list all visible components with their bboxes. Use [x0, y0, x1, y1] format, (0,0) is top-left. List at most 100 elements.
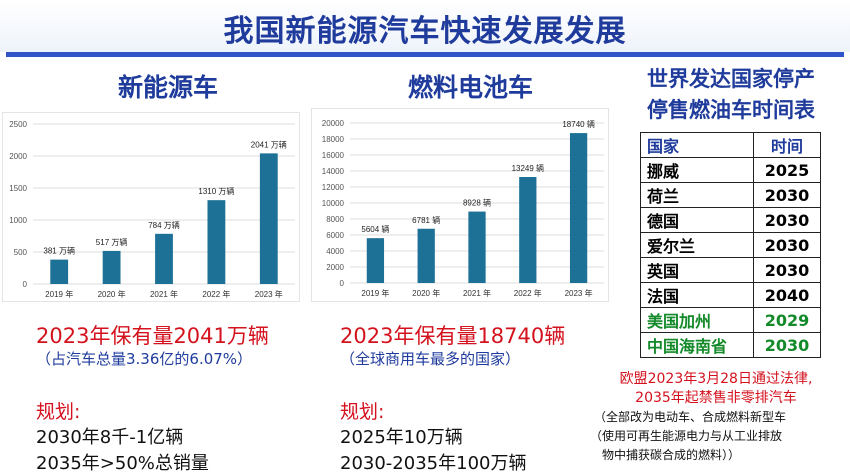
year-cell: 2030 [753, 232, 821, 258]
year-cell: 2030 [753, 332, 821, 358]
bar [259, 153, 278, 284]
country-cell: 荷兰 [640, 182, 754, 208]
bar [207, 200, 226, 284]
bar [519, 177, 537, 283]
year-cell: 2030 [753, 257, 821, 283]
table-row-highlight: 中国海南省 2030 [640, 332, 821, 358]
year-cell: 2029 [753, 307, 821, 333]
y-tick-label: 6000 [326, 231, 344, 240]
data-label: 5604 辆 [361, 224, 389, 234]
y-tick-label: 500 [14, 248, 28, 257]
y-tick-label: 4000 [326, 247, 344, 256]
y-tick-label: 14000 [322, 167, 345, 176]
y-tick-label: 0 [23, 280, 28, 289]
eu-note: （全部改为电动车、合成燃料新型车 （使用可再生能源电力与从工业排放 物中捕获碳合… [590, 408, 848, 465]
eu-note-line-2: （使用可再生能源电力与从工业排放 [590, 429, 783, 443]
data-label: 6781 辆 [412, 215, 440, 225]
bar [50, 259, 69, 284]
y-tick-label: 0 [340, 279, 345, 288]
year-cell: 2025 [753, 157, 821, 183]
table-row: 挪威 2025 [640, 157, 821, 183]
table-row: 荷兰 2030 [640, 182, 821, 208]
fcv-plan-2: 2030-2035年100万辆 [340, 453, 527, 474]
y-tick-label: 16000 [322, 151, 345, 160]
x-tick-label: 2019 年 [45, 289, 73, 299]
x-tick-label: 2020 年 [98, 289, 126, 299]
world-title-line-1: 世界发达国家停产 [647, 67, 815, 91]
bar [155, 233, 173, 284]
nev-note: （占汽车总量3.36亿的6.07%） [36, 350, 253, 368]
x-tick-label: 2023 年 [255, 289, 283, 299]
eu-law: 欧盟2023年3月28日通过法律, 2035年起禁售非零排汽车 [585, 370, 847, 408]
data-label: 784 万辆 [148, 220, 180, 230]
fcv-chart: 0 2000 4000 6000 8000 10000 12000 14000 16000 180… [311, 108, 609, 302]
data-label: 18740 辆 [562, 119, 594, 129]
y-tick-label: 1000 [9, 216, 27, 225]
x-tick-label: 2022 年 [202, 289, 230, 299]
data-label: 13249 辆 [512, 163, 544, 173]
data-label: 517 万辆 [96, 237, 128, 247]
header-band [0, 0, 850, 52]
country-cell: 美国加州 [640, 307, 754, 333]
data-label: 2041 万辆 [251, 139, 287, 149]
fcv-plan-1: 2025年10万辆 [340, 427, 463, 448]
header-country: 国家 [640, 132, 754, 158]
eu-law-line-2: 2035年起禁售非零排汽车 [635, 390, 797, 406]
x-tick-label: 2021 年 [463, 288, 491, 298]
fcv-note: （全球商用车最多的国家） [340, 350, 521, 368]
y-tick-label: 18000 [322, 135, 345, 144]
y-tick-label: 10000 [322, 199, 345, 208]
x-tick-label: 2021 年 [150, 289, 178, 299]
nev-heading: 新能源车 [118, 73, 219, 102]
y-tick-label: 8000 [326, 215, 344, 224]
data-label: 8928 辆 [463, 198, 491, 208]
table-row-highlight: 美国加州 2029 [640, 307, 821, 333]
bar [417, 228, 435, 283]
y-tick-label: 1500 [9, 184, 27, 193]
eu-note-line-3: 物中捕获碳合成的燃料）） [602, 448, 741, 462]
year-cell: 2040 [753, 282, 821, 308]
x-tick-label: 2020 年 [412, 288, 440, 298]
fcv-stat: 2023年保有量18740辆 [340, 324, 566, 348]
country-cell: 中国海南省 [640, 332, 754, 358]
header-year: 时间 [753, 132, 821, 158]
fcv-bar-chart: 0 2000 4000 6000 8000 10000 12000 14000 16000 180… [322, 119, 604, 298]
nev-plan-1: 2030年8千-1亿辆 [36, 427, 184, 448]
y-tick-label: 2000 [326, 263, 344, 272]
y-tick-label: 12000 [322, 183, 345, 192]
bar [102, 250, 121, 284]
nev-plan-2: 2035年>50%总销量 [36, 453, 209, 474]
country-cell: 挪威 [640, 157, 754, 183]
slide-title: 我国新能源汽车快速发展发展 [223, 14, 627, 49]
x-tick-label: 2022 年 [514, 288, 542, 298]
title-rule [6, 52, 844, 57]
fcv-plan-title: 规划: [340, 401, 385, 423]
data-label: 1310 万辆 [198, 186, 234, 196]
ban-table: 国家 时间 挪威 2025 荷兰 2030 德国 2030 爱尔兰 2030 英国 203… [640, 132, 821, 358]
world-title: 世界发达国家停产 停售燃油车时间表 [612, 64, 850, 126]
country-cell: 爱尔兰 [640, 232, 754, 258]
eu-law-line-1: 欧盟2023年3月28日通过法律, [619, 371, 813, 387]
y-tick-label: 20000 [322, 119, 345, 128]
fcv-heading: 燃料电池车 [408, 73, 534, 102]
year-cell: 2030 [753, 207, 821, 233]
table-row: 爱尔兰 2030 [640, 232, 821, 258]
bar [468, 211, 486, 283]
table-row: 德国 2030 [640, 207, 821, 233]
eu-note-line-1: （全部改为电动车、合成燃料新型车 [594, 410, 787, 424]
table-row: 英国 2030 [640, 257, 821, 283]
world-title-line-2: 停售燃油车时间表 [647, 98, 815, 122]
bar [366, 238, 385, 283]
data-label: 381 万辆 [43, 246, 75, 256]
nev-bar-chart: 0 500 1000 1500 2000 2500 381 万辆 2019 年 517 万辆 20… [9, 120, 295, 299]
country-cell: 德国 [640, 207, 754, 233]
nev-plan-title: 规划: [36, 401, 81, 423]
nev-chart: 0 500 1000 1500 2000 2500 381 万辆 2019 年 517 万辆 20… [2, 112, 300, 302]
table-header-row: 国家 时间 [640, 132, 821, 158]
bar [569, 133, 588, 283]
country-cell: 法国 [640, 282, 754, 308]
nev-stat: 2023年保有量2041万辆 [36, 324, 269, 348]
x-tick-label: 2019 年 [361, 288, 389, 298]
table-row: 法国 2040 [640, 282, 821, 308]
y-tick-label: 2500 [9, 120, 27, 129]
